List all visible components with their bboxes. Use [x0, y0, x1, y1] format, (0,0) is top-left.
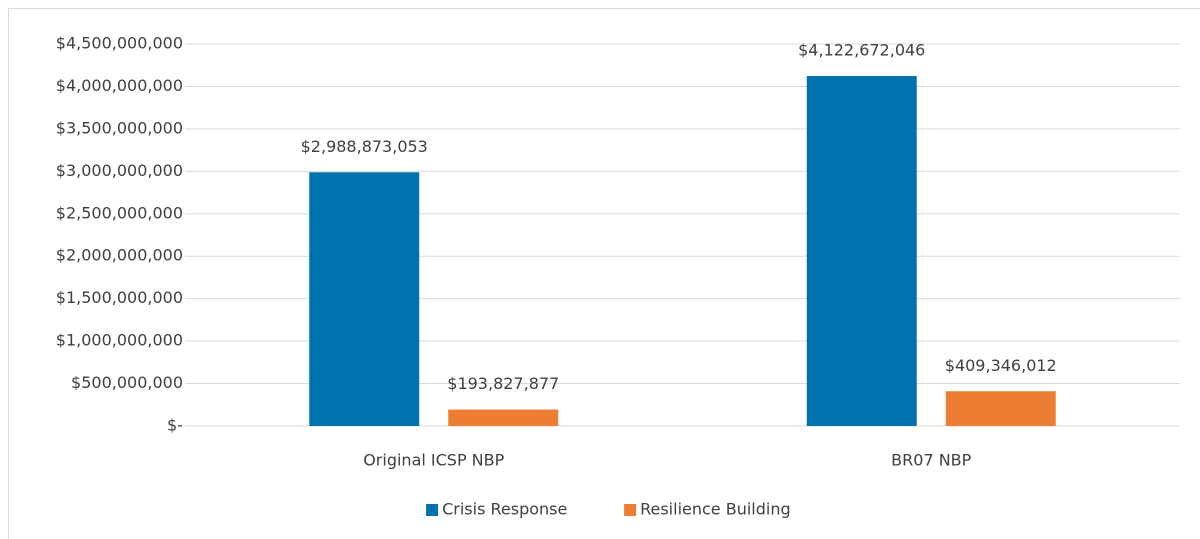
data-label: $2,988,873,053: [301, 137, 428, 156]
y-tick-label: $2,500,000,000: [56, 203, 183, 222]
y-tick-label: $3,000,000,000: [56, 161, 183, 180]
data-label: $193,827,877: [447, 374, 559, 393]
y-tick-label: $1,500,000,000: [56, 288, 183, 307]
y-tick-label: $500,000,000: [71, 373, 183, 392]
bar: [945, 391, 1056, 426]
y-tick-label: $2,000,000,000: [56, 246, 183, 265]
x-tick-label: BR07 NBP: [891, 451, 971, 470]
bar: [806, 76, 917, 427]
data-label: $4,122,672,046: [798, 41, 925, 60]
bar: [448, 409, 559, 426]
legend-label: Crisis Response: [442, 500, 567, 519]
legend-swatch: [426, 504, 439, 516]
y-tick-label: $4,000,000,000: [56, 76, 183, 95]
y-tick-label: $-: [167, 416, 183, 435]
legend-swatch: [624, 504, 637, 516]
data-label: $409,346,012: [945, 356, 1057, 375]
x-tick-label: Original ICSP NBP: [363, 451, 504, 470]
y-tick-label: $4,500,000,000: [56, 34, 183, 53]
legend-label: Resilience Building: [640, 500, 791, 519]
chart-frame: [8, 8, 1200, 539]
bar: [309, 172, 420, 426]
y-tick-label: $3,500,000,000: [56, 118, 183, 137]
y-tick-label: $1,000,000,000: [56, 331, 183, 350]
